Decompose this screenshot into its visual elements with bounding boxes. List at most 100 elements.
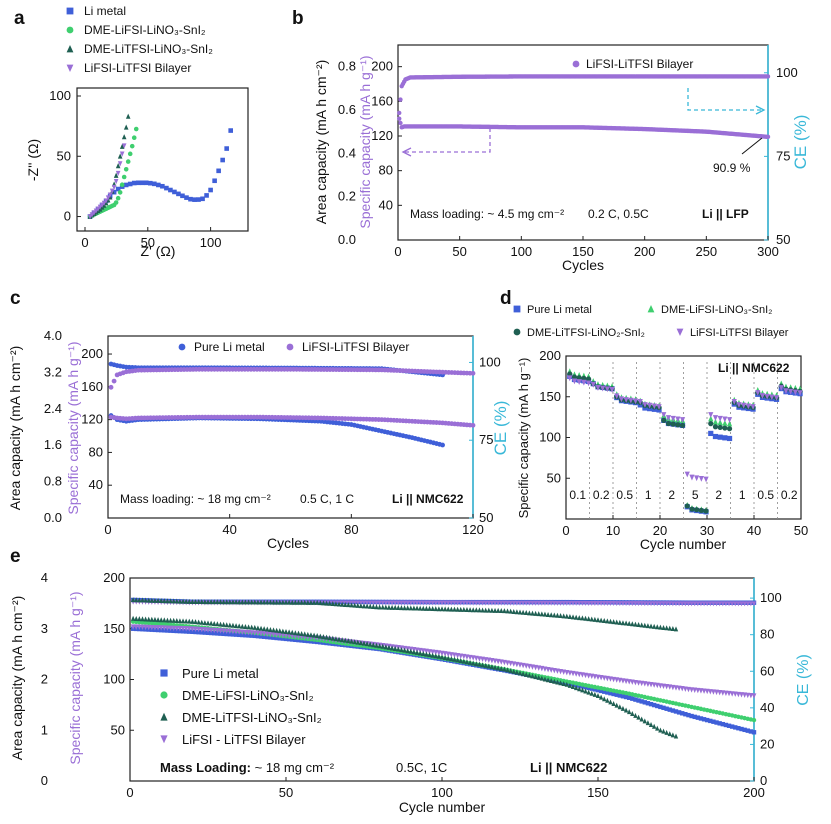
panel-e-point [190,618,195,624]
panel-d-ticks: 0 10 20 30 40 50 50 100 150 200 [539,348,808,538]
panel-e-point [673,626,679,632]
panel-e-point [673,709,679,714]
panel-e-point [240,623,245,629]
panel-e-point [293,630,298,636]
panel-d-point [717,415,723,422]
panel-e-point [570,600,576,606]
panel-e-point [364,641,370,647]
panel-e-point [645,623,651,629]
panel-e-point [374,604,379,610]
panel-e-area-tick-label: 4 [41,570,48,585]
panel-e-point [283,636,289,642]
panel-d-point [567,371,573,377]
panel-e: e 0 50 100 150 20001234501001502000204060801… [9,546,812,815]
panel-e-legend-label: DME-LiTFSI-LiNO₃-SnI₂ [182,710,322,725]
panel-d-ylabel: Specific capacity (mA h g⁻¹) [516,358,531,519]
panel-e-point [486,600,491,606]
panel-c-legend-label: LiFSI-LiTFSI Bilayer [302,340,409,354]
panel-e-point [411,649,417,655]
panel-e-point [414,600,420,606]
panel-e-point [277,628,282,634]
panel-e-point [205,627,211,633]
panel-e-point [277,636,282,641]
panel-d-point [778,385,784,391]
panel-a-point [103,198,109,204]
panel-e-point [467,607,473,613]
panel-e-point [246,624,251,630]
panel-d-point [726,426,733,432]
panel-d-point [708,421,714,427]
panel-e-point [193,619,198,625]
panel-e-point [280,628,286,634]
panel-b-retention-pointer [741,137,763,155]
panel-c-area-tick-label: 4.0 [44,328,62,343]
panel-e-point [514,609,520,615]
panel-e-point [243,633,248,638]
panel-e-point [492,664,498,670]
panel-e-point [255,625,261,631]
panel-e-point [492,600,498,606]
panel-e-point [377,604,382,610]
panel-c-ticks: 0 40 80 120 0.0 0.8 1.6 2.4 3.2 4.0 40 80 120 160 200 5… [44,328,501,537]
panel-d-ytick-label: 50 [547,470,561,485]
panel-e-point [230,632,236,637]
panel-a-point [212,178,217,184]
panel-e-point [633,601,638,607]
panel-e-point [187,618,192,624]
panel-b: b 0 50 100 150 200 250 300 0.0 0.2 0.4 0.6 0.8 40 80 1… [292,8,810,273]
panel-e-point [580,615,585,621]
panel-d-rate-label: 1 [739,488,746,502]
panel-e-point [611,619,616,625]
panel-d-point [637,399,643,405]
panel-d-rate-label: 0.5 [616,488,633,502]
panel-e-legend-marker [160,735,168,744]
panel-b-area-tick-label: 0.8 [338,59,356,74]
panel-a-point [196,197,201,202]
panel-e-legend-marker [160,669,168,677]
panel-e-point [639,699,644,704]
panel-e-point [218,631,223,636]
panel-e-point [302,631,307,637]
panel-e-point [658,727,663,733]
panel-b-point [765,134,771,140]
panel-e-point [683,601,688,607]
panel-d-point [755,390,761,396]
panel-e-point [592,691,598,697]
panel-d-point [679,422,686,429]
panel-e-point [186,626,192,632]
panel-e-point [723,722,729,728]
panel-d-point [726,417,733,423]
panel-e-point [168,617,173,623]
panel-e-point [171,625,177,632]
panel-a-point [127,181,133,187]
panel-e-point [477,600,482,606]
panel-a-ticks: 0 50 100 0 50 100 [49,88,221,250]
panel-e-point [308,599,314,605]
panel-a-point [160,183,165,189]
panel-a-legend-label: DME-LiFSI-LiNO₃-SnI₂ [84,23,206,37]
panel-a-point [200,196,205,202]
panel-e-point [698,601,704,607]
panel-d-point [792,389,798,396]
panel-e-point [605,601,610,607]
panel-e-point [673,733,679,739]
panel-e-ce-tick-label: 40 [760,700,774,715]
panel-e-point [233,623,239,629]
panel-e-ylabel-ce: CE (%) [795,654,812,706]
panel-a-point [188,196,193,202]
panel-e-point [433,606,438,612]
panel-e-point [655,624,660,630]
panel-a-point [121,174,127,180]
panel-e-mass-loading: Mass Loading: ~ 18 mg cm⁻² [160,760,335,775]
panel-e-point [208,620,214,626]
panel-b-series [397,74,771,140]
panel-d-point [651,403,657,410]
panel-e-point [177,618,183,624]
panel-d-point [717,434,723,440]
panel-d-point [722,416,728,423]
panel-d-legend-marker [513,328,521,336]
panel-e-point [427,600,432,606]
panel-e-point [414,605,420,611]
panel-a-point [133,126,139,132]
panel-e-point [286,629,292,635]
